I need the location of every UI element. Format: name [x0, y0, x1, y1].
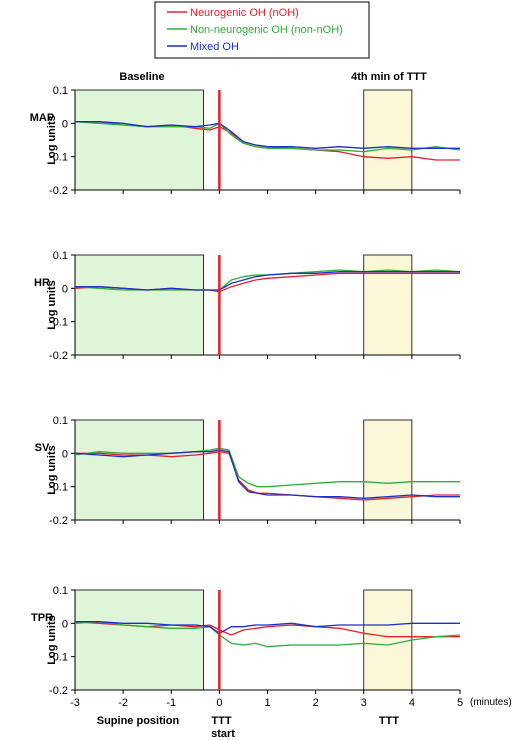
ttt-start-label: TTT start: [211, 715, 235, 740]
hr-ytick-label: -0.1: [49, 317, 68, 329]
xtick-label: -2: [118, 697, 128, 709]
map-panel-name: MAP: [30, 112, 54, 124]
legend-label-non-nOH: Non-neurogenic OH (non-nOH): [190, 24, 343, 36]
x-unit-label: (minutes): [470, 697, 512, 708]
tpr-ytick-label: -0.1: [49, 652, 68, 664]
sv-ytick-label: 0: [62, 448, 68, 460]
xtick-label: 0: [216, 697, 222, 709]
xtick-label: -3: [70, 697, 80, 709]
tpr-ytick-label: 0: [62, 618, 68, 630]
ttt-start-line2: start: [211, 728, 235, 740]
hr-panel-name: HR: [34, 277, 50, 289]
baseline-annotation: Baseline: [119, 71, 164, 83]
tpr-ytick-label: 0.1: [53, 585, 68, 597]
supine-position-label: Supine position: [97, 715, 180, 727]
map-series-mixed-OH: [75, 121, 460, 149]
xtick-label: -1: [166, 697, 176, 709]
map-shade-tilt: [363, 89, 413, 191]
tpr-series-non-nOH: [74, 621, 461, 648]
tpr-shade-tilt: [363, 589, 413, 691]
hr-shade-baseline: [74, 254, 204, 356]
ttt-start-line1: TTT: [211, 715, 231, 727]
sv-ytick-label: -0.1: [49, 482, 68, 494]
sv-shade-baseline: [74, 419, 204, 521]
tpr-y-axis-label: Log units: [46, 615, 58, 665]
sv-panel-name: SV: [35, 442, 50, 454]
map-ytick-label: 0.1: [53, 85, 68, 97]
map-shade-baseline: [74, 89, 204, 191]
sv-series-mixed-OH: [74, 449, 460, 499]
tpr-panel-name: TPR: [31, 612, 53, 624]
sv-series-nOH: [75, 451, 460, 501]
hr-series-mixed-OH: [75, 271, 460, 291]
xtick-label: 5: [457, 697, 463, 709]
legend-label-mixed-OH: Mixed OH: [190, 41, 239, 53]
tpr-shade-baseline: [74, 589, 204, 691]
tilt-window-annotation: 4th min of TTT: [351, 71, 427, 83]
xtick-label: 2: [313, 697, 319, 709]
sv-ytick-label: -0.2: [49, 515, 68, 527]
map-ytick-label: -0.2: [49, 185, 68, 197]
sv-series-non-nOH: [74, 447, 460, 488]
legend: Neurogenic OH (nOH) Non-neurogenic OH (n…: [154, 1, 370, 59]
sv-shade-tilt: [363, 419, 413, 521]
sv-ytick-label: 0.1: [53, 415, 68, 427]
xtick-label: 1: [264, 697, 270, 709]
xtick-label: 4: [409, 697, 415, 709]
hr-y-axis-label: Log units: [46, 280, 58, 330]
hr-ytick-label: -0.2: [49, 350, 68, 362]
hr-ytick-label: 0: [62, 283, 68, 295]
legend-frame: [154, 1, 370, 59]
xtick-label: 3: [361, 697, 367, 709]
sv-y-axis-label: Log units: [46, 445, 58, 495]
map-ytick-label: 0: [62, 118, 68, 130]
legend-label-nOH: Neurogenic OH (nOH): [190, 7, 299, 19]
map-ytick-label: -0.1: [49, 152, 68, 164]
tpr-series-mixed-OH: [75, 621, 460, 634]
map-y-axis-label: Log units: [46, 115, 58, 165]
ttt-label: TTT: [379, 715, 399, 727]
hr-ytick-label: 0.1: [53, 250, 68, 262]
tpr-ytick-label: -0.2: [49, 685, 68, 697]
